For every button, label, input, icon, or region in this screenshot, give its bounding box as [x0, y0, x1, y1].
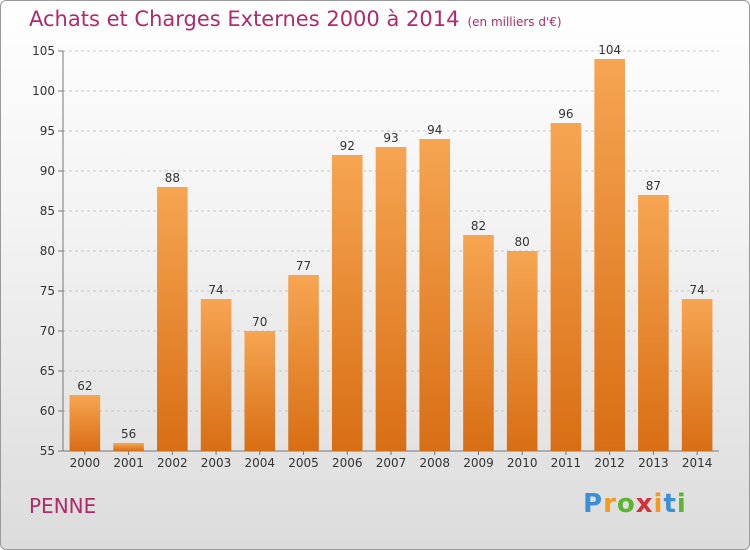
- value-label-2008: 94: [427, 123, 442, 137]
- x-tick-label-2011: 2011: [551, 456, 582, 470]
- bar-2003: [200, 299, 232, 451]
- x-tick-label-2007: 2007: [376, 456, 407, 470]
- y-tick-label: 55: [40, 444, 55, 458]
- chart-subtitle: (en milliers d'€): [467, 15, 562, 29]
- chart-title-text: Achats et Charges Externes 2000 à 2014: [29, 7, 460, 31]
- value-label-2014: 74: [689, 283, 704, 297]
- value-label-2009: 82: [471, 219, 486, 233]
- bar-2010: [506, 251, 538, 451]
- x-tick-label-2006: 2006: [332, 456, 363, 470]
- value-label-2011: 96: [558, 107, 573, 121]
- x-tick-label-2013: 2013: [638, 456, 669, 470]
- y-tick-label: 65: [40, 364, 55, 378]
- value-label-2002: 88: [165, 171, 180, 185]
- logo-letter: t: [663, 489, 677, 519]
- axes: 55 60 65 70 75 80 85 90 95 100 105 2000 2001 2002 2003…: [32, 44, 719, 470]
- x-tick-label-2012: 2012: [594, 456, 625, 470]
- bar-2001: [113, 443, 144, 451]
- value-label-2007: 93: [383, 131, 398, 145]
- logo-letter: r: [603, 489, 617, 519]
- x-tick-label-2001: 2001: [113, 456, 144, 470]
- bar-2009: [463, 235, 494, 451]
- chart-title: Achats et Charges Externes 2000 à 2014 (e…: [29, 7, 562, 31]
- bar-2006: [331, 155, 363, 451]
- bar-2013: [638, 195, 669, 451]
- bar-2007: [375, 147, 407, 451]
- bar-2014: [681, 299, 713, 451]
- bar-2000: [69, 395, 101, 451]
- x-tick-label-2010: 2010: [507, 456, 538, 470]
- value-labels: 62 56 88 74 70 77 92 93 94 82 80 96 104 87 74: [77, 43, 705, 441]
- x-tick-label-2008: 2008: [419, 456, 450, 470]
- logo-letter: o: [616, 489, 636, 519]
- commune-name: PENNE: [29, 494, 97, 518]
- bar-2004: [244, 331, 276, 451]
- logo-letter: x: [635, 489, 654, 519]
- value-label-2003: 74: [208, 283, 223, 297]
- x-tick-label-2009: 2009: [463, 456, 494, 470]
- value-label-2000: 62: [77, 379, 92, 393]
- value-label-2013: 87: [646, 179, 661, 193]
- y-tick-label: 100: [32, 84, 55, 98]
- bars: [69, 59, 713, 451]
- x-tick-label-2005: 2005: [288, 456, 319, 470]
- y-tick-label: 80: [40, 244, 55, 258]
- bar-2005: [288, 275, 319, 451]
- bar-2012: [594, 59, 625, 451]
- value-label-2005: 77: [296, 259, 311, 273]
- y-tick-label: 90: [40, 164, 55, 178]
- value-label-2001: 56: [121, 427, 136, 441]
- x-tick-label-2002: 2002: [157, 456, 188, 470]
- x-tick-label-2003: 2003: [201, 456, 232, 470]
- logo-letter: i: [676, 489, 687, 519]
- logo-letter: P: [583, 489, 604, 519]
- bar-2011: [550, 123, 582, 451]
- value-label-2012: 104: [598, 43, 621, 57]
- y-tick-label: 95: [40, 124, 55, 138]
- bar-2002: [157, 187, 188, 451]
- bar-2008: [419, 139, 451, 451]
- value-label-2010: 80: [515, 235, 530, 249]
- x-tick-label-2004: 2004: [245, 456, 276, 470]
- y-tick-label: 70: [40, 324, 55, 338]
- y-tick-label: 105: [32, 44, 55, 58]
- x-tick-label-2014: 2014: [682, 456, 713, 470]
- value-label-2004: 70: [252, 315, 267, 329]
- proxiti-logo: Proxiti: [583, 489, 687, 519]
- x-tick-label-2000: 2000: [70, 456, 101, 470]
- y-tick-label: 85: [40, 204, 55, 218]
- y-tick-label: 75: [40, 284, 55, 298]
- logo-letter: i: [653, 489, 664, 519]
- y-tick-label: 60: [40, 404, 55, 418]
- value-label-2006: 92: [340, 139, 355, 153]
